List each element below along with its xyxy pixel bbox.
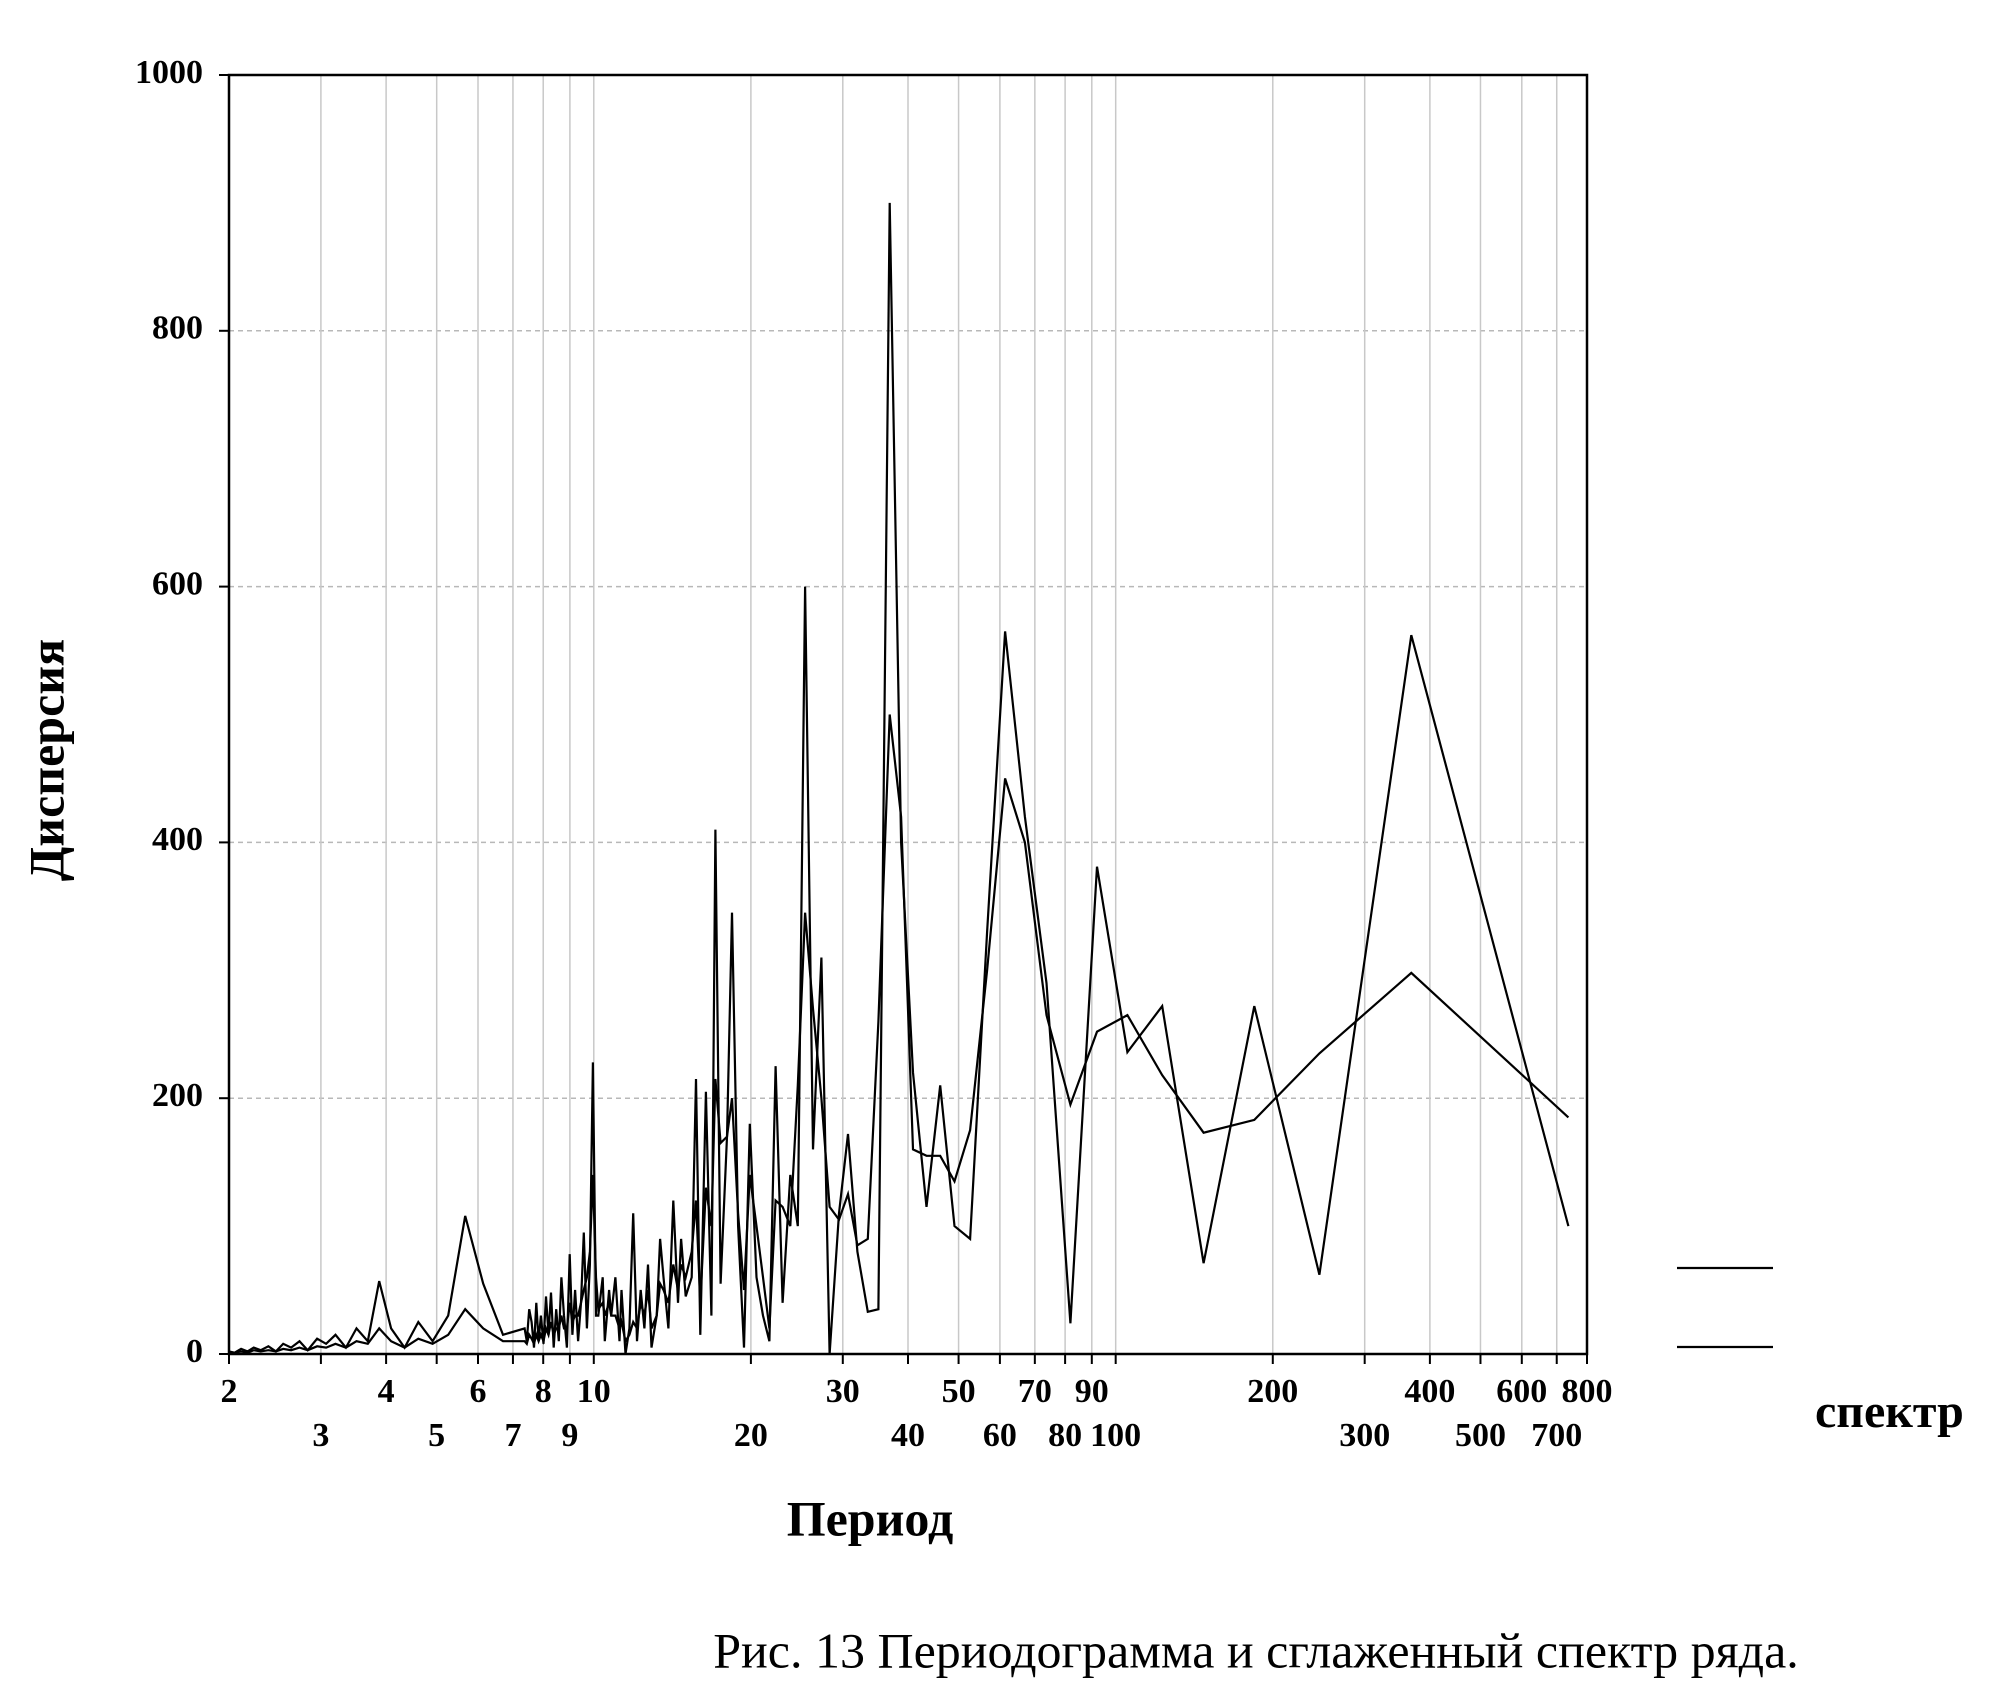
x-axis-label: Период bbox=[787, 1490, 954, 1546]
x-tick-label: 200 bbox=[1247, 1373, 1298, 1410]
x-tick-label: 700 bbox=[1531, 1417, 1582, 1454]
x-tick-label: 70 bbox=[1018, 1373, 1052, 1410]
x-tick-label: 90 bbox=[1075, 1373, 1109, 1410]
x-tick-label: 600 bbox=[1496, 1373, 1547, 1410]
y-axis-label: Дисперсия bbox=[18, 639, 74, 881]
x-tick-label: 800 bbox=[1562, 1373, 1613, 1410]
y-tick-label: 0 bbox=[186, 1333, 203, 1370]
y-tick-label: 400 bbox=[152, 821, 203, 858]
x-tick-label: 80 bbox=[1048, 1417, 1082, 1454]
x-tick-label: 40 bbox=[891, 1417, 925, 1454]
x-tick-label: 4 bbox=[378, 1373, 395, 1410]
x-tick-label: 9 bbox=[561, 1417, 578, 1454]
plot-frame bbox=[227, 73, 1589, 1356]
x-tick-label: 60 bbox=[983, 1417, 1017, 1454]
x-tick-label: 6 bbox=[470, 1373, 487, 1410]
x-tick-label: 5 bbox=[428, 1417, 445, 1454]
x-tick-label: 2 bbox=[221, 1373, 238, 1410]
x-tick-label: 50 bbox=[942, 1373, 976, 1410]
y-tick-label: 800 bbox=[152, 310, 203, 347]
y-tick-label: 200 bbox=[152, 1077, 203, 1114]
x-tick-label: 7 bbox=[504, 1417, 521, 1454]
series-line bbox=[228, 202, 1570, 1355]
series-line bbox=[229, 714, 1570, 1354]
legend-label: спектр bbox=[1815, 1385, 1964, 1438]
caption: Рис. 13 Периодограмма и сглаженный спект… bbox=[713, 1622, 1799, 1678]
y-tick-label: 600 bbox=[152, 565, 203, 602]
x-tick-label: 10 bbox=[577, 1373, 611, 1410]
x-tick-label: 100 bbox=[1090, 1417, 1141, 1454]
x-tick-label: 8 bbox=[535, 1373, 552, 1410]
x-tick-label: 500 bbox=[1455, 1417, 1506, 1454]
x-tick-label: 30 bbox=[826, 1373, 860, 1410]
x-tick-label: 400 bbox=[1404, 1373, 1455, 1410]
x-tick-label: 300 bbox=[1339, 1417, 1390, 1454]
x-tick-label: 3 bbox=[312, 1417, 329, 1454]
y-tick-label: 1000 bbox=[135, 54, 203, 91]
x-tick-label: 20 bbox=[734, 1417, 768, 1454]
